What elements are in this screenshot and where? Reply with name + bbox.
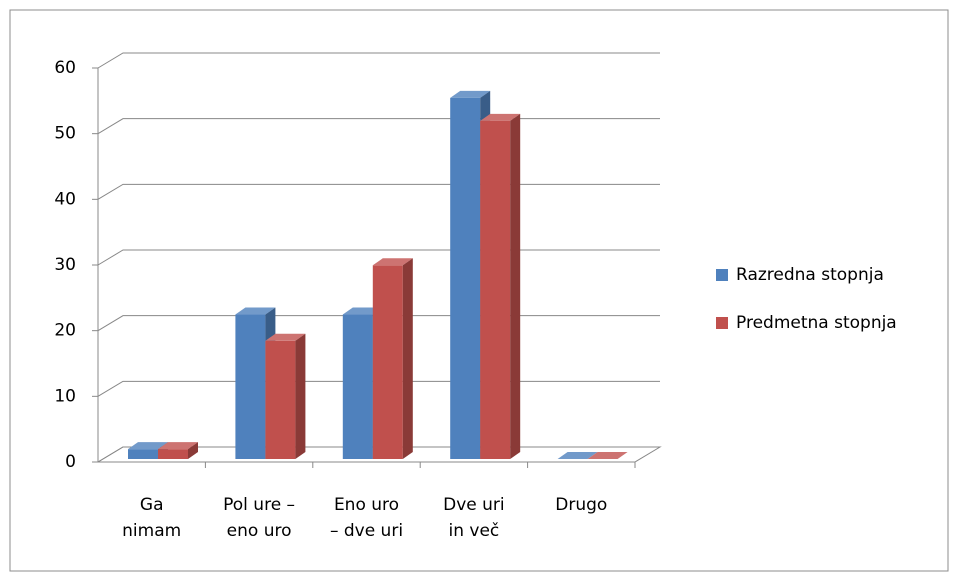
bar bbox=[480, 120, 511, 460]
bar bbox=[158, 449, 188, 459]
y-tick-label: 0 bbox=[65, 452, 76, 472]
bar-top bbox=[557, 452, 598, 459]
bar bbox=[128, 449, 158, 459]
bar-top bbox=[372, 258, 413, 266]
bar bbox=[342, 314, 373, 459]
x-tick-label: Ga nimam bbox=[122, 495, 182, 541]
bar-side bbox=[510, 113, 521, 460]
bar-side bbox=[295, 333, 306, 459]
x-tick-label: Eno uro – dve uri bbox=[329, 495, 404, 541]
y-tick-label: 40 bbox=[54, 189, 76, 209]
bar-top bbox=[587, 452, 628, 459]
bar-top bbox=[450, 90, 491, 98]
legend-swatch bbox=[716, 317, 728, 329]
bar-top bbox=[158, 442, 198, 450]
bar-top bbox=[480, 113, 521, 121]
x-tick-label: Pol ure – eno uro bbox=[223, 495, 296, 541]
bar-side bbox=[402, 258, 413, 459]
legend-label: Razredna stopnja bbox=[736, 265, 884, 285]
legend: Razredna stopnja Predmetna stopnja bbox=[716, 265, 897, 333]
y-tick-label: 20 bbox=[54, 321, 76, 341]
legend-swatch bbox=[716, 269, 728, 281]
bar-top bbox=[235, 307, 276, 315]
y-tick-label: 60 bbox=[54, 58, 76, 78]
grid-line bbox=[97, 52, 660, 69]
bar-side bbox=[188, 442, 198, 459]
bar-top bbox=[265, 333, 306, 341]
bars bbox=[128, 90, 628, 460]
bar bbox=[450, 97, 481, 459]
bar bbox=[235, 314, 266, 459]
y-tick-label: 30 bbox=[54, 255, 76, 275]
bar bbox=[372, 265, 403, 459]
bar bbox=[265, 340, 296, 459]
x-tick-label: Dve uri in več bbox=[443, 495, 505, 541]
y-tick-label: 10 bbox=[54, 386, 76, 406]
x-tick-label: Drugo bbox=[555, 495, 608, 515]
legend-label: Predmetna stopnja bbox=[736, 313, 897, 333]
y-tick-label: 50 bbox=[54, 124, 76, 144]
bar-top bbox=[128, 442, 168, 450]
